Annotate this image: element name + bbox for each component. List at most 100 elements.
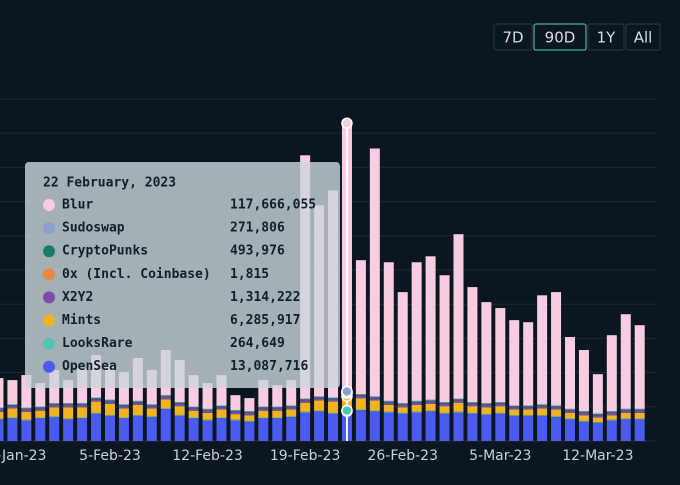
- bar-segment: [202, 409, 213, 411]
- bar-segment: [425, 401, 436, 404]
- bar-segment: [383, 400, 394, 402]
- bar-segment: [202, 420, 213, 441]
- bar-segment: [425, 399, 436, 401]
- legend-swatch: [43, 245, 55, 258]
- bar-segment: [481, 404, 492, 408]
- bar-segment: [620, 419, 631, 441]
- bar-segment: [49, 403, 60, 404]
- bar-segment: [439, 413, 450, 441]
- range-button-label[interactable]: 90D: [545, 29, 576, 47]
- x-axis: 29-Jan-23 5-Feb-23 12-Feb-23 19-Feb-23 26-Fe…: [0, 448, 634, 464]
- bar-segment: [132, 415, 143, 441]
- bar-segment: [355, 394, 366, 395]
- bar-segment: [258, 418, 269, 441]
- bar-segment: [7, 406, 18, 409]
- bar-segment: [383, 411, 394, 413]
- bar-segment: [537, 404, 548, 407]
- legend-swatch: [43, 199, 55, 211]
- bar-segment: [551, 406, 562, 408]
- bar-segment: [425, 256, 436, 400]
- bar-segment: [509, 406, 520, 408]
- bar-segment: [369, 396, 380, 397]
- bar-segment: [244, 411, 255, 413]
- legend-label: OpenSea: [62, 359, 117, 374]
- bar-segment: [453, 402, 464, 412]
- bar-segment: [592, 413, 603, 415]
- bar-segment: [565, 408, 575, 410]
- bar-segment: [495, 412, 506, 414]
- bar-segment: [272, 418, 283, 441]
- bar-segment: [551, 416, 562, 418]
- range-button[interactable]: [625, 23, 661, 51]
- bar-segment: [537, 406, 548, 409]
- bar-segment: [565, 419, 575, 441]
- bar-segment: [286, 416, 297, 418]
- hover-dot: [341, 385, 353, 398]
- bar-segment: [7, 404, 18, 407]
- bar-segment: [369, 396, 380, 399]
- bar-segment: [300, 400, 311, 403]
- bar-segment: [383, 401, 394, 403]
- range-button[interactable]: [493, 23, 533, 51]
- bar-segment: [230, 419, 241, 421]
- range-button-label[interactable]: All: [634, 29, 653, 47]
- bar-segment: [188, 418, 199, 441]
- bar-segment: [592, 422, 603, 441]
- x-tick-label: 26-Feb-23: [367, 448, 438, 464]
- bar-segment: [592, 415, 603, 418]
- bar-segment: [77, 418, 88, 441]
- bar-segment: [21, 407, 32, 409]
- bar-segment: [146, 416, 157, 418]
- bar-segment: [467, 287, 478, 403]
- bar-segment: [104, 400, 115, 402]
- bar-segment: [286, 405, 297, 407]
- range-button-label[interactable]: 7D: [502, 29, 523, 47]
- range-button[interactable]: [533, 23, 587, 51]
- bar-segment: [104, 401, 115, 404]
- bar-segment: [439, 402, 450, 403]
- bar-segment: [77, 403, 88, 404]
- bar-segment: [188, 375, 199, 407]
- legend-swatch: [43, 222, 55, 235]
- legend-swatch: [43, 337, 55, 350]
- bar-segment: [91, 401, 102, 413]
- bar-segment: [509, 415, 520, 441]
- bar-segment: [202, 410, 213, 413]
- bar-segment: [118, 408, 129, 418]
- bar-segment: [77, 403, 88, 405]
- bar-segment: [7, 404, 18, 405]
- bar-segment: [606, 419, 617, 421]
- x-tick-label: 5-Mar-23: [469, 448, 531, 464]
- bar-segment: [397, 403, 408, 405]
- bar-segment: [132, 404, 143, 416]
- bar-segment: [634, 418, 645, 420]
- bar-segment: [425, 410, 436, 412]
- bar-segment: [509, 407, 520, 410]
- bar-segment: [509, 405, 520, 407]
- range-selector[interactable]: 7D 90D 1Y All: [493, 23, 661, 51]
- bar-segment: [104, 415, 115, 441]
- range-button-label[interactable]: 1Y: [597, 29, 617, 47]
- bar-segment: [188, 407, 199, 409]
- legend-swatch: [43, 291, 55, 304]
- bar-segment: [160, 395, 171, 397]
- bar-segment: [230, 395, 241, 410]
- bar-segment: [230, 411, 241, 415]
- bar-segment: [63, 419, 74, 441]
- bar-segment: [21, 408, 32, 410]
- bar-segment: [49, 404, 60, 408]
- bar-segment: [77, 407, 88, 418]
- bar-segment: [620, 412, 631, 419]
- x-tick-label: 12-Feb-23: [172, 448, 243, 464]
- bar-segment: [578, 350, 589, 412]
- bar-segment: [35, 417, 46, 419]
- bar-segment: [467, 413, 478, 441]
- bar-segment: [272, 408, 283, 411]
- bar-segment: [0, 411, 4, 419]
- bar-segment: [369, 410, 380, 412]
- range-button[interactable]: [587, 23, 625, 51]
- bar-segment: [49, 416, 60, 418]
- bar-segment: [453, 400, 464, 403]
- bar-segment: [146, 417, 157, 441]
